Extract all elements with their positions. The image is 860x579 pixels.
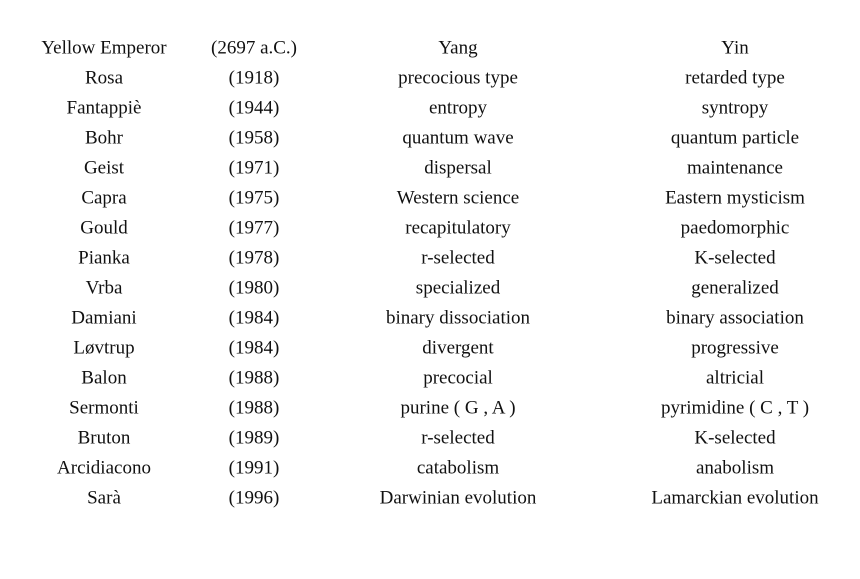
yin-term: progressive	[691, 337, 779, 359]
yang-term: entropy	[428, 97, 488, 119]
year: (1971)	[228, 157, 280, 179]
year: (1996)	[228, 487, 280, 509]
year: (1977)	[228, 217, 280, 239]
year: (1984)	[228, 337, 280, 359]
author-name: Fantappiè	[66, 97, 142, 119]
yang-term: divergent	[422, 337, 494, 359]
author-name: Yellow Emperor	[41, 37, 167, 59]
yin-term: retarded type	[685, 67, 785, 89]
author-name: Capra	[81, 187, 127, 209]
author-name: Arcidiacono	[57, 457, 151, 479]
year: (1988)	[228, 397, 280, 419]
year: (1958)	[228, 127, 280, 149]
yang-term: quantum wave	[402, 127, 514, 149]
author-name: Balon	[81, 367, 127, 389]
year: (1980)	[228, 277, 280, 299]
yang-term: recapitulatory	[405, 217, 511, 239]
year: (1978)	[228, 247, 280, 269]
yin-term: Yin	[721, 37, 749, 59]
year: (1989)	[228, 427, 280, 449]
yang-term: Yang	[438, 37, 478, 59]
yang-term: purine ( G , A )	[400, 397, 516, 419]
year: (2697 a.C.)	[210, 37, 298, 59]
yang-term: specialized	[415, 277, 501, 299]
yin-term: maintenance	[686, 157, 784, 179]
year: (1988)	[228, 367, 280, 389]
yin-term: Lamarckian evolution	[651, 487, 819, 509]
year: (1918)	[228, 67, 280, 89]
author-name: Sermonti	[69, 397, 139, 419]
yang-term: Darwinian evolution	[379, 487, 537, 509]
yin-term: K-selected	[694, 427, 776, 449]
year: (1944)	[228, 97, 280, 119]
author-name: Geist	[83, 157, 125, 179]
yang-term: r-selected	[421, 427, 495, 449]
yin-term: anabolism	[695, 457, 775, 479]
author-name: Løvtrup	[73, 337, 135, 359]
yin-term: syntropy	[701, 97, 769, 119]
yin-term: quantum particle	[670, 127, 800, 149]
yang-term: binary dissociation	[385, 307, 531, 329]
author-name: Gould	[80, 217, 128, 239]
year: (1991)	[228, 457, 280, 479]
yin-term: paedomorphic	[680, 217, 790, 239]
yang-term: r-selected	[421, 247, 495, 269]
author-name: Damiani	[71, 307, 137, 329]
yin-term: binary association	[666, 307, 804, 329]
yang-term: catabolism	[416, 457, 500, 479]
author-name: Pianka	[78, 247, 130, 269]
yin-term: altricial	[705, 367, 765, 389]
yin-term: generalized	[691, 277, 779, 299]
author-name: Rosa	[85, 67, 123, 89]
yin-term: pyrimidine ( C , T )	[660, 397, 810, 419]
yin-term: K-selected	[694, 247, 776, 269]
yang-term: Western science	[396, 187, 520, 209]
year: (1975)	[228, 187, 280, 209]
yang-term: precocious type	[398, 67, 518, 89]
author-name: Bruton	[77, 427, 131, 449]
yin-term: Eastern mysticism	[665, 187, 805, 209]
author-name: Vrba	[85, 277, 123, 299]
yang-term: precocial	[423, 367, 493, 389]
author-name: Bohr	[85, 127, 123, 149]
year: (1984)	[228, 307, 280, 329]
yang-term: dispersal	[424, 157, 492, 179]
author-name: Sarà	[87, 487, 121, 509]
